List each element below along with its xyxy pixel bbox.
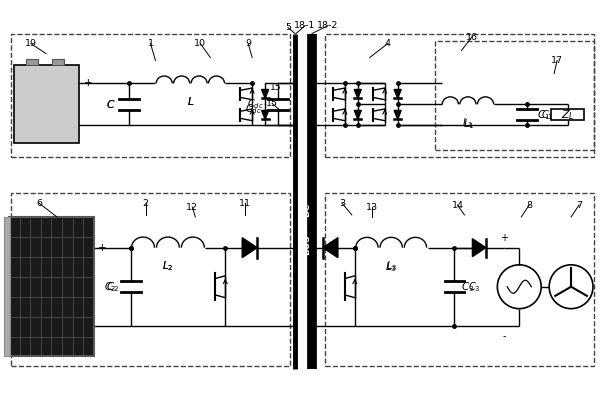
Text: 7: 7 [576,200,582,210]
Polygon shape [262,90,269,98]
Text: $L_1$: $L_1$ [463,116,473,130]
Text: 1: 1 [148,39,154,48]
Text: $C_2$: $C_2$ [106,280,119,294]
Text: $L_2$: $L_2$ [163,260,173,273]
Text: $C_3$: $C_3$ [469,280,481,294]
Text: $L$: $L$ [187,95,194,107]
Text: 8: 8 [526,200,532,210]
Text: 13: 13 [365,203,378,212]
Polygon shape [354,90,361,98]
Text: 18-1: 18-1 [294,21,316,30]
Text: $C_2$: $C_2$ [104,280,116,294]
Text: $C_1$: $C_1$ [541,108,554,122]
Text: 11: 11 [239,198,251,208]
Text: 10: 10 [194,39,206,48]
Text: $C_{dc}$: $C_{dc}$ [245,103,262,116]
Text: 14: 14 [451,200,463,210]
FancyBboxPatch shape [26,59,38,66]
Polygon shape [262,110,269,119]
Text: $L_3$: $L_3$ [386,260,397,273]
Text: +: + [500,233,508,243]
Text: 2: 2 [143,198,149,208]
Text: $C_{dc}$: $C_{dc}$ [247,98,264,111]
Text: +: + [84,78,92,88]
Text: 15: 15 [271,83,282,93]
Text: 5: 5 [285,23,291,32]
Text: $C$: $C$ [106,98,115,110]
FancyBboxPatch shape [4,217,10,356]
Text: $C_1$: $C_1$ [537,108,550,122]
Text: DC: DC [302,203,311,217]
Text: 16: 16 [466,33,478,42]
Polygon shape [9,217,94,356]
Polygon shape [394,90,401,98]
Text: 18-2: 18-2 [317,21,338,30]
Text: $C$: $C$ [106,98,116,110]
Text: BUS: BUS [302,234,311,255]
FancyBboxPatch shape [14,66,79,143]
Polygon shape [323,238,338,258]
FancyBboxPatch shape [52,59,64,66]
Polygon shape [354,110,361,119]
Text: +: + [98,243,106,253]
Polygon shape [242,238,257,258]
Text: 17: 17 [551,56,563,65]
Text: -: - [503,331,506,341]
Polygon shape [472,239,486,256]
Text: 3: 3 [339,198,345,208]
Text: $L_2$: $L_2$ [161,260,173,273]
Text: 6: 6 [36,198,42,208]
Text: $C_3$: $C_3$ [461,280,475,294]
Text: 15: 15 [266,99,278,108]
Text: -: - [98,321,101,331]
Text: $L_3$: $L_3$ [385,261,397,274]
Text: $L$: $L$ [187,95,194,107]
Text: 19: 19 [25,39,37,48]
Text: 9: 9 [245,39,251,48]
Text: $Z_L$: $Z_L$ [561,108,574,122]
Text: 4: 4 [385,39,391,48]
Polygon shape [394,110,401,119]
Text: -: - [84,120,88,130]
Text: 12: 12 [187,203,199,212]
Text: $L_1$: $L_1$ [463,117,475,131]
